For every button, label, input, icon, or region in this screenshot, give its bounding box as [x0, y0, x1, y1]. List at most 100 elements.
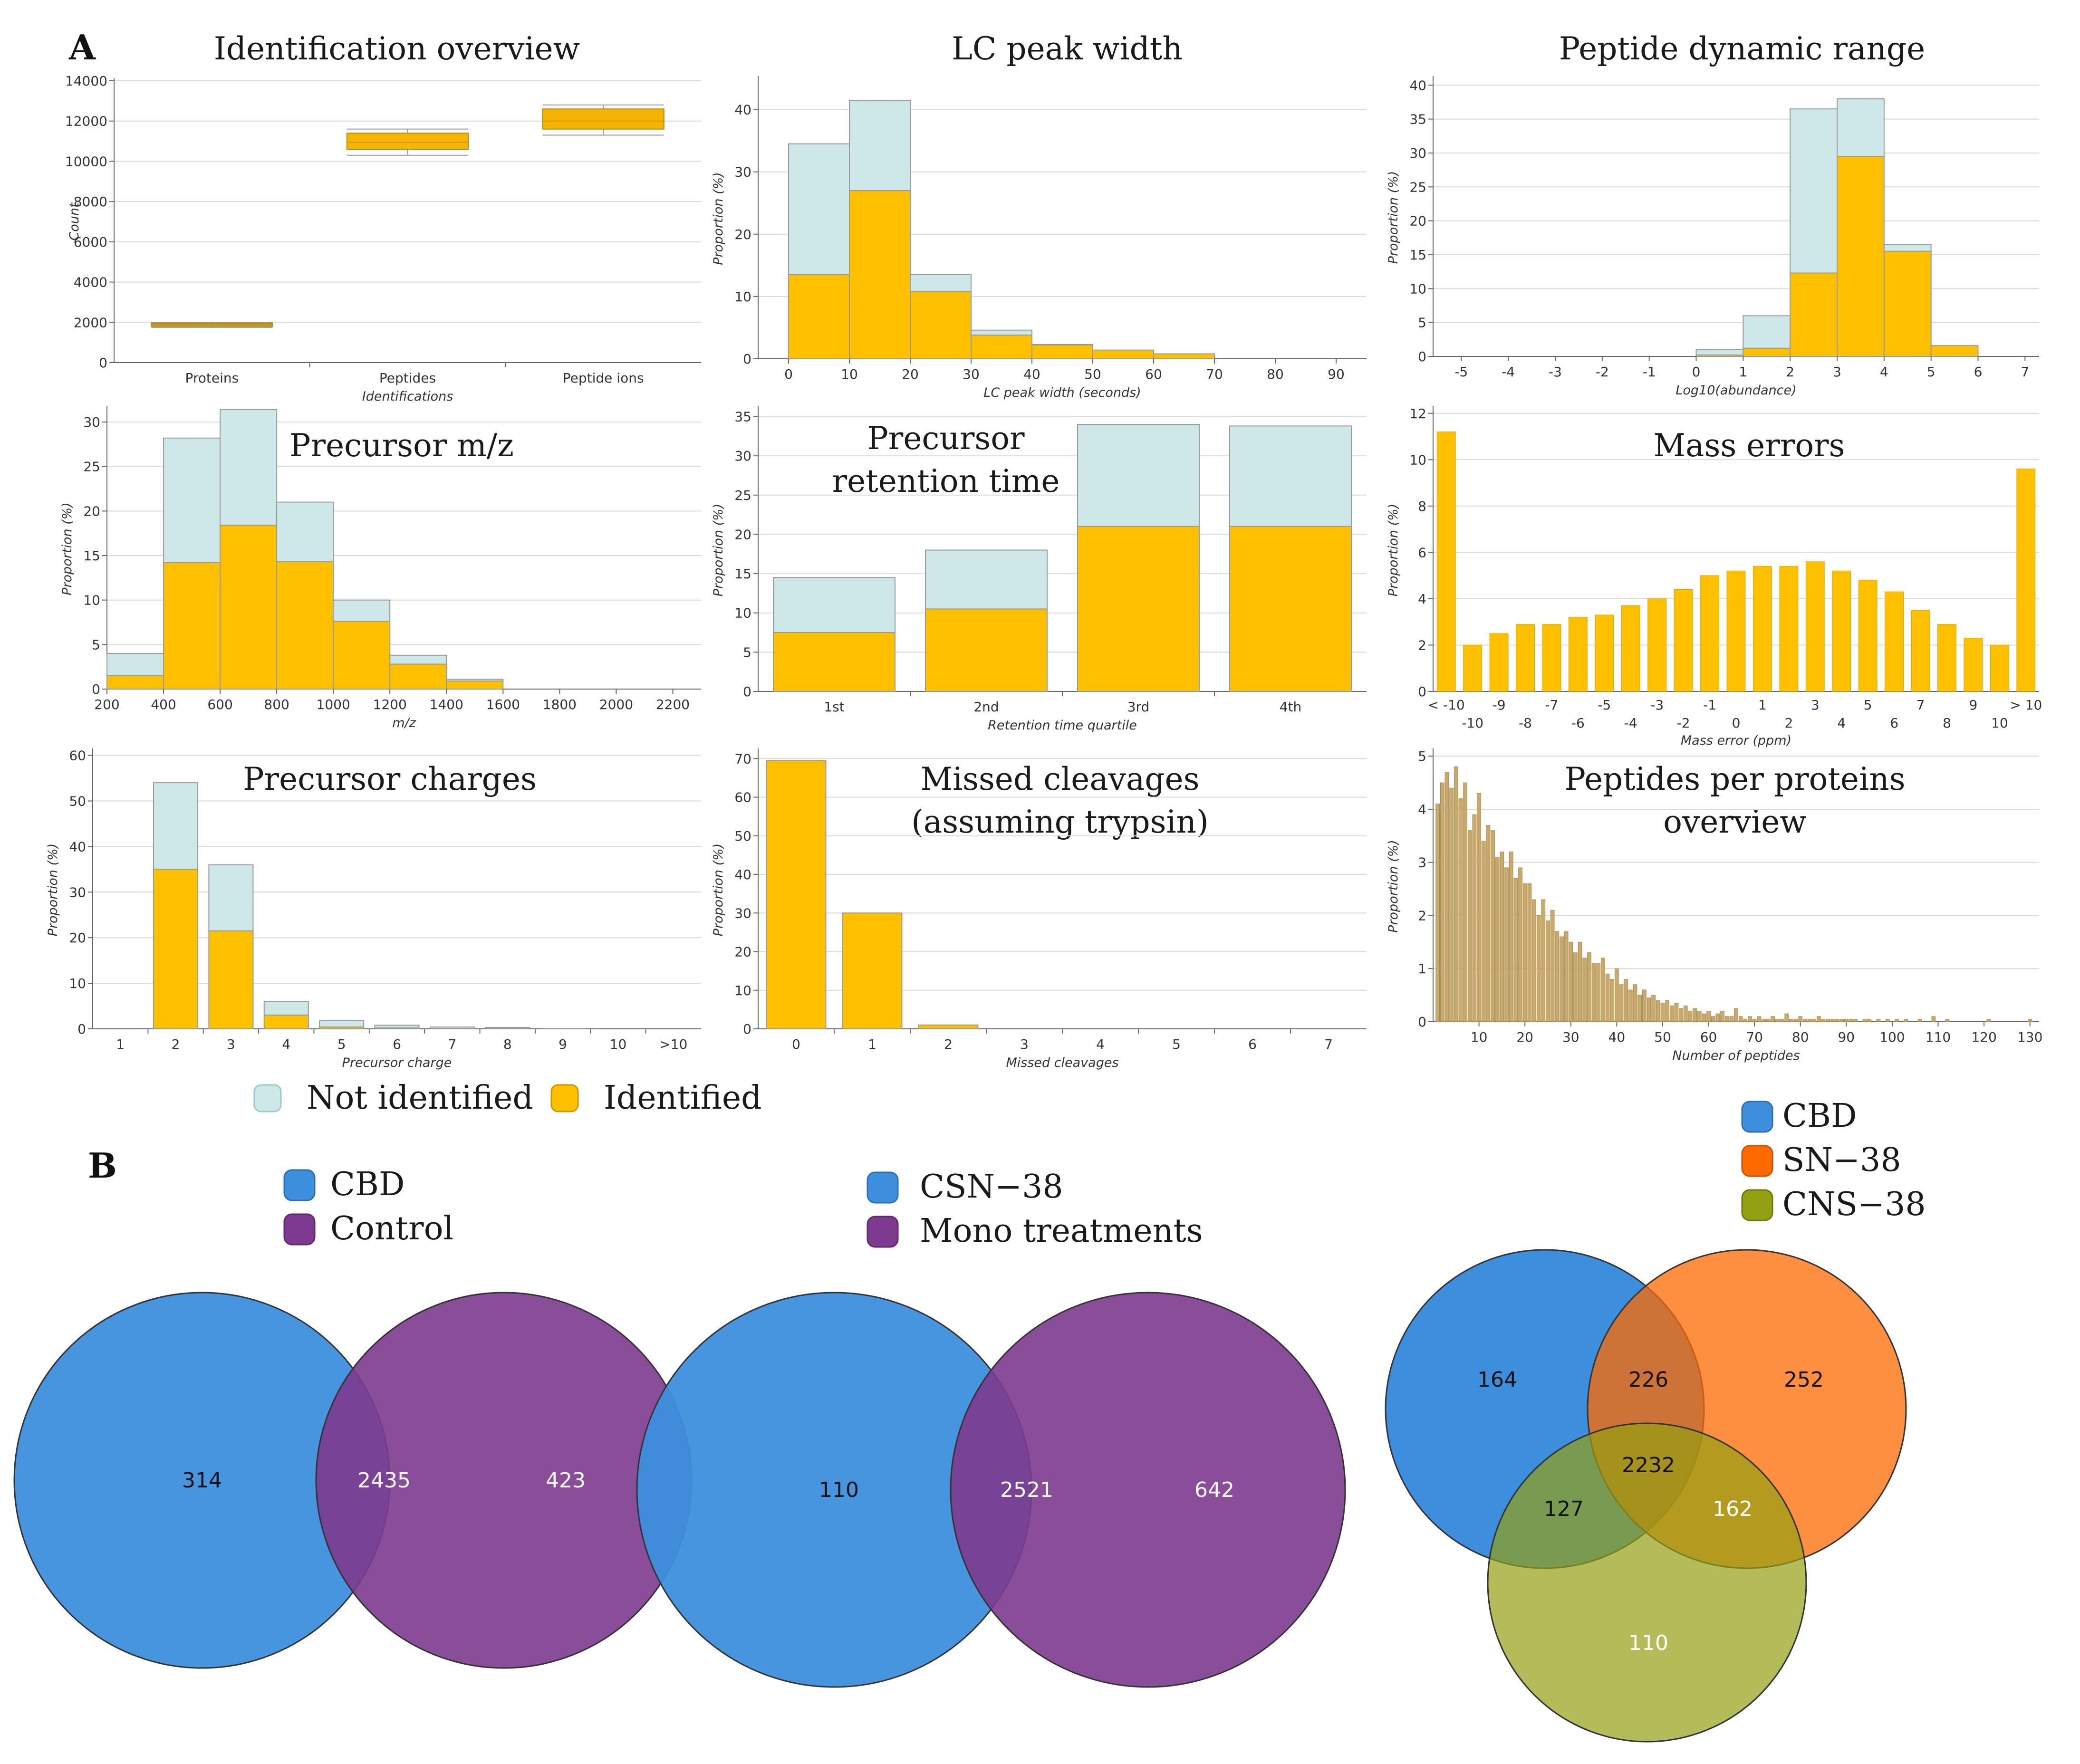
- x-tick-label: 5: [1927, 364, 1936, 380]
- bar: [1489, 633, 1509, 692]
- bar-identified: [163, 562, 221, 690]
- x-tick-label: 200: [94, 697, 119, 712]
- bar: [1706, 1011, 1711, 1022]
- x-tick-label: Proteins: [185, 370, 239, 386]
- y-tick-label: 8000: [74, 194, 107, 210]
- bar-identified: [208, 930, 254, 1030]
- y-tick-label: 10: [83, 593, 100, 608]
- x-tick-label: -2: [1596, 364, 1609, 380]
- bar-not-identified: [540, 1028, 586, 1030]
- y-tick-label: 0: [92, 681, 100, 697]
- bar-identified: [1695, 355, 1744, 357]
- y-tick-label: 20: [83, 503, 100, 519]
- y-tick-label: 15: [83, 548, 100, 564]
- chart-title-line-1: Missed cleavages: [920, 761, 1199, 797]
- bar-not-identified: [1837, 98, 1885, 157]
- bar: [1885, 1018, 1890, 1022]
- bar: [1729, 1016, 1734, 1022]
- bar-identified: [910, 291, 972, 360]
- bar-identified: [374, 1027, 420, 1030]
- bar-identified: [1883, 250, 1932, 357]
- bar: [1964, 638, 1983, 692]
- legend-label-cns38: CNS−38: [1782, 1186, 1926, 1223]
- x-tick-label: 6: [1248, 1036, 1257, 1052]
- bar-identified: [429, 1028, 475, 1030]
- y-tick-label: 35: [734, 409, 751, 425]
- bar: [1830, 1018, 1835, 1022]
- y-tick-label: 40: [1409, 77, 1426, 93]
- bar: [1463, 782, 1467, 1022]
- x-tick-label: >10: [659, 1036, 687, 1052]
- bar-identified: [1229, 526, 1352, 692]
- x-tick-label: 20: [1516, 1029, 1533, 1045]
- bar-identified: [220, 525, 278, 690]
- bar-identified: [1077, 526, 1200, 692]
- venn-count-cbd-only: 314: [182, 1468, 222, 1493]
- bar: [1605, 973, 1610, 1022]
- y-tick-label: 25: [1409, 179, 1426, 195]
- missed-cleavages-chart: Missed cleavages (assuming trypsin) 0102…: [711, 748, 1367, 1070]
- bar-identified: [389, 663, 447, 690]
- y-tick-label: 2000: [74, 315, 107, 330]
- x-tick-label: 0: [792, 1036, 800, 1052]
- bar-not-identified: [849, 99, 911, 191]
- x-axis-label: m/z: [392, 716, 416, 730]
- bar: [1504, 867, 1509, 1022]
- x-tick-label: 1: [116, 1036, 125, 1052]
- venn-cbd-control: CBD Control 314 2435 423: [13, 1166, 693, 1669]
- bar: [1467, 830, 1472, 1022]
- bar: [1688, 1011, 1693, 1022]
- y-tick-label: 60: [69, 748, 86, 764]
- bar-identified: [153, 869, 199, 1029]
- venn-count-cns38-only: 110: [1628, 1631, 1668, 1655]
- bar: [1779, 566, 1799, 692]
- bar: [1532, 899, 1536, 1022]
- bar: [1683, 1005, 1688, 1022]
- x-tick-label: 1: [1758, 697, 1767, 713]
- bar: [1541, 899, 1546, 1022]
- bar: [1752, 1018, 1757, 1022]
- y-tick-label: 30: [83, 414, 100, 430]
- bar-not-identified: [773, 577, 896, 633]
- bar: [1582, 958, 1587, 1022]
- bar: [1568, 617, 1588, 692]
- x-tick-label: 2nd: [973, 699, 999, 715]
- bar: [1832, 570, 1851, 692]
- bar-identified: [1930, 345, 1979, 357]
- chart-title: LC peak width: [952, 30, 1183, 67]
- bar-not-identified: [1790, 108, 1838, 274]
- bar: [1805, 561, 1825, 692]
- y-tick-label: 6: [1418, 545, 1426, 560]
- legend-label-identified: Identified: [604, 1079, 762, 1117]
- x-tick-label: 80: [1267, 366, 1284, 382]
- y-tick-label: 15: [1409, 247, 1426, 263]
- x-tick-label: 50: [1084, 366, 1101, 382]
- x-tick-label: 1: [1739, 364, 1747, 380]
- bar: [1542, 624, 1561, 692]
- bar: [1858, 580, 1878, 692]
- x-tick-label: 5: [1172, 1036, 1181, 1052]
- bar: [1463, 644, 1483, 692]
- y-tick-label: 20: [1409, 213, 1426, 229]
- x-tick-label: 8: [1943, 715, 1951, 731]
- bar-identified: [333, 621, 391, 690]
- y-tick-label: 35: [1409, 112, 1426, 127]
- x-tick-label: 130: [2017, 1029, 2042, 1045]
- bar: [1569, 941, 1573, 1022]
- y-axis-label: Proportion (%): [711, 504, 726, 597]
- x-tick-label: 9: [1969, 697, 1977, 713]
- y-tick-label: 70: [734, 751, 751, 767]
- y-axis-label: Proportion (%): [711, 172, 726, 265]
- y-tick-label: 40: [734, 867, 751, 882]
- venn-count-mono-only: 642: [1194, 1478, 1234, 1502]
- bar-identified: [842, 912, 903, 1029]
- legend-swatch-identified: [550, 1084, 579, 1112]
- x-tick-label: 600: [207, 697, 232, 712]
- y-tick-label: 30: [734, 164, 751, 180]
- x-tick-label: -7: [1545, 697, 1558, 713]
- bar: [1762, 1018, 1766, 1022]
- bar-identified: [446, 681, 504, 690]
- bar: [1516, 624, 1535, 692]
- bar: [1697, 1011, 1702, 1022]
- x-tick-label: 1000: [317, 697, 350, 712]
